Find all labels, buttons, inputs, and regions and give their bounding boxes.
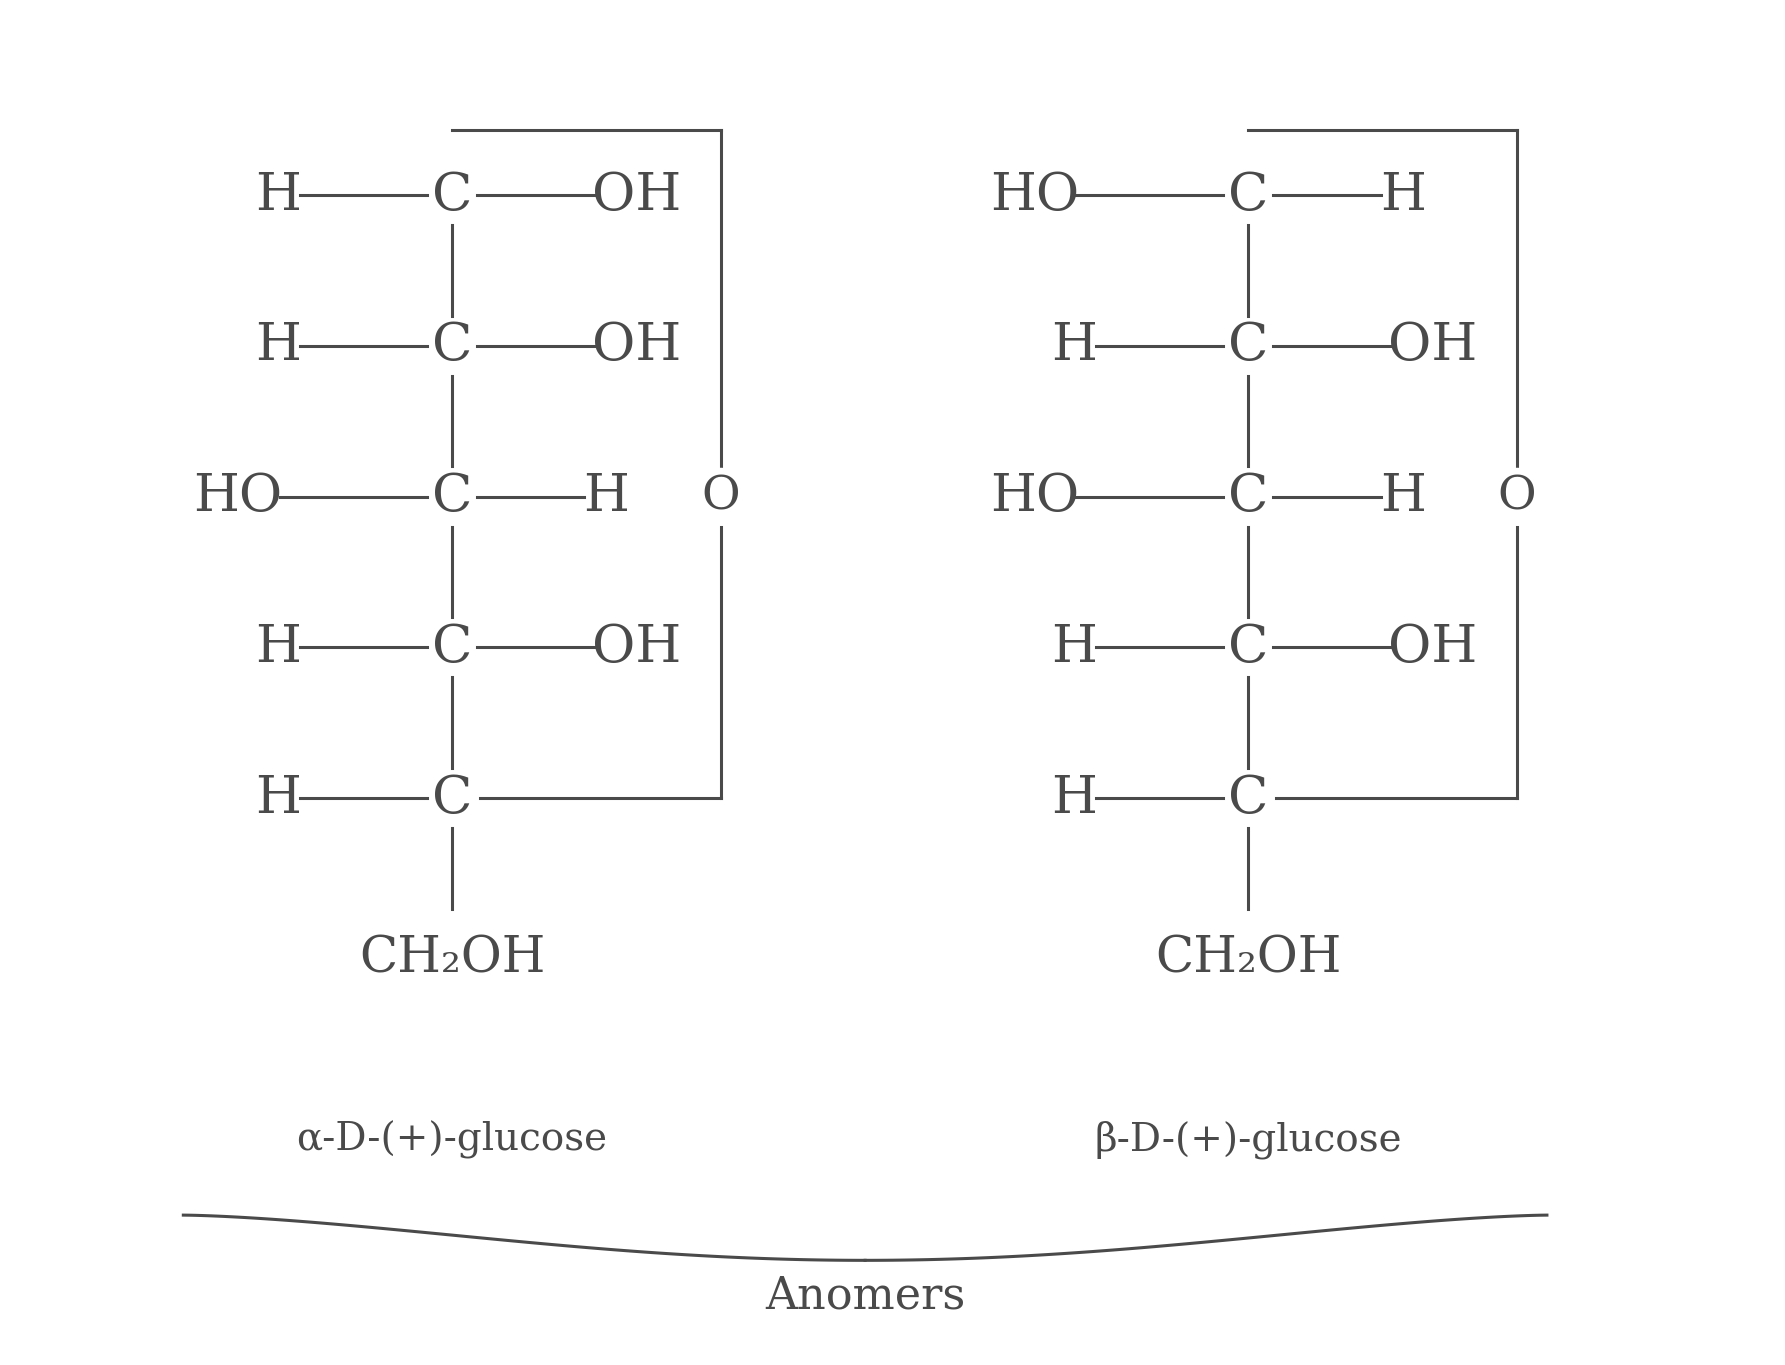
Text: H: H [1380, 169, 1426, 221]
Text: OH: OH [591, 169, 680, 221]
Text: OH: OH [591, 321, 680, 371]
Text: HO: HO [193, 471, 282, 521]
Circle shape [1489, 468, 1546, 524]
Text: C: C [1228, 622, 1269, 673]
Text: C: C [432, 321, 473, 371]
Text: H: H [584, 471, 630, 521]
Text: OH: OH [591, 622, 680, 673]
Text: C: C [1228, 169, 1269, 221]
Text: H: H [255, 321, 302, 371]
Text: H: H [1051, 773, 1098, 823]
Text: C: C [1228, 471, 1269, 521]
Text: C: C [432, 622, 473, 673]
Circle shape [693, 468, 748, 524]
Text: OH: OH [1389, 321, 1478, 371]
Text: C: C [1228, 321, 1269, 371]
Text: Anomers: Anomers [766, 1274, 966, 1317]
Text: β-D-(+)-glucose: β-D-(+)-glucose [1094, 1121, 1403, 1159]
Text: C: C [432, 773, 473, 823]
Text: OH: OH [1389, 622, 1478, 673]
Text: H: H [255, 169, 302, 221]
Text: HO: HO [989, 169, 1078, 221]
Text: α-D-(+)-glucose: α-D-(+)-glucose [296, 1121, 607, 1159]
Text: CH₂OH: CH₂OH [359, 934, 544, 984]
Text: H: H [1380, 471, 1426, 521]
Text: O: O [702, 474, 741, 519]
Text: C: C [1228, 773, 1269, 823]
Text: CH₂OH: CH₂OH [1155, 934, 1342, 984]
Text: C: C [432, 471, 473, 521]
Text: H: H [1051, 321, 1098, 371]
Text: C: C [432, 169, 473, 221]
Text: H: H [255, 773, 302, 823]
Text: H: H [255, 622, 302, 673]
Text: H: H [1051, 622, 1098, 673]
Text: HO: HO [989, 471, 1078, 521]
Text: O: O [1498, 474, 1537, 519]
